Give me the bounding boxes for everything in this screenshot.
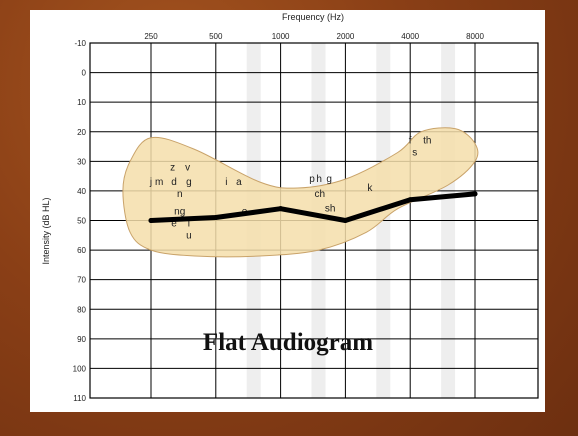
data-point — [213, 215, 219, 221]
x-tick-label: 250 — [144, 32, 158, 41]
data-point — [278, 206, 284, 212]
phoneme-label: th — [423, 136, 431, 147]
x-tick-label: 8000 — [466, 32, 484, 41]
phoneme-label: l — [188, 218, 190, 229]
data-point — [407, 197, 413, 203]
phoneme-label: s — [412, 147, 417, 158]
y-tick-label: 50 — [77, 217, 86, 226]
x-tick-label: 2000 — [337, 32, 355, 41]
phoneme-label: ch — [314, 189, 325, 200]
y-tick-label: 30 — [77, 157, 86, 166]
phoneme-label: f — [409, 136, 412, 147]
phoneme-label: a — [236, 177, 242, 188]
y-tick-label: 20 — [77, 128, 86, 137]
audiogram-chart: Frequency (Hz) Intensity (dB HL) z vj m d gn… — [41, 12, 539, 403]
tick-labels: 250 500 1000 2000 4000 8000 -10 0 10 20 30 40 50 60 70… — [73, 32, 485, 403]
y-tick-label: -10 — [74, 39, 86, 48]
y-tick-label: 100 — [73, 364, 87, 373]
data-point — [148, 218, 154, 223]
series-layer — [148, 191, 478, 223]
phoneme-label: h — [316, 174, 322, 185]
chart-title: Flat Audiogram — [203, 329, 373, 356]
phoneme-label: g — [186, 177, 192, 188]
y-tick-label: 10 — [77, 98, 86, 107]
phoneme-label: g — [326, 174, 332, 185]
phoneme-label: n — [177, 189, 183, 200]
phoneme-label: p — [309, 174, 315, 185]
y-tick-label: 70 — [77, 276, 86, 285]
speech-banana-region — [122, 127, 479, 258]
phoneme-label: m — [155, 177, 163, 188]
threshold-line — [148, 191, 478, 223]
y-tick-label: 0 — [82, 69, 87, 78]
speech-banana — [122, 127, 479, 258]
phoneme-label: j — [149, 177, 152, 188]
phoneme-label: k — [367, 183, 373, 194]
y-tick-label: 60 — [77, 246, 86, 255]
phoneme-label: z — [170, 162, 175, 173]
phoneme-label: u — [186, 230, 192, 241]
phoneme-label: sh — [325, 204, 336, 215]
x-axis-label: Frequency (Hz) — [282, 12, 344, 22]
data-point — [342, 218, 348, 223]
x-tick-label: 500 — [209, 32, 223, 41]
y-tick-label: 80 — [77, 305, 86, 314]
data-point — [472, 191, 478, 197]
y-axis-label: Intensity (dB HL) — [41, 197, 51, 264]
x-tick-label: 4000 — [401, 32, 419, 41]
phoneme-label: v — [185, 162, 190, 173]
phoneme-label: e — [171, 218, 177, 229]
y-tick-label: 90 — [77, 335, 86, 344]
y-tick-label: 110 — [73, 394, 86, 403]
phoneme-label: ng — [174, 207, 185, 218]
x-tick-label: 1000 — [272, 32, 290, 41]
y-tick-label: 40 — [77, 187, 86, 196]
phoneme-label: i — [225, 177, 227, 188]
phoneme-label: d — [171, 177, 177, 188]
plot-frame — [89, 42, 539, 399]
